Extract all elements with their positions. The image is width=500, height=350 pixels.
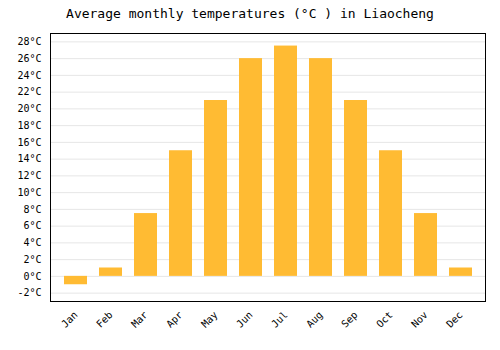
svg-text:Jan: Jan: [59, 309, 80, 330]
svg-text:Apr: Apr: [164, 309, 185, 330]
svg-text:Oct: Oct: [374, 309, 395, 330]
svg-text:6°C: 6°C: [23, 220, 41, 231]
html-text:Average monthly temperatures (: Average monthly temperatures (°C ) in Li…: [66, 6, 434, 21]
svg-text:Aug: Aug: [304, 309, 325, 330]
svg-text:24°C: 24°C: [17, 70, 41, 81]
svg-text:28°C: 28°C: [17, 36, 41, 47]
svg-text:10°C: 10°C: [17, 187, 41, 198]
svg-text:14°C: 14°C: [17, 153, 41, 164]
svg-text:20°C: 20°C: [17, 103, 41, 114]
svg-text:Nov: Nov: [409, 309, 430, 330]
svg-text:Mar: Mar: [129, 309, 150, 330]
svg-text:22°C: 22°C: [17, 86, 41, 97]
svg-text:8°C: 8°C: [23, 204, 41, 215]
svg-text:Jun: Jun: [234, 309, 255, 330]
svg-text:26°C: 26°C: [17, 53, 41, 64]
svg-text:Feb: Feb: [94, 309, 115, 330]
svg-text:Dec: Dec: [444, 309, 465, 330]
svg-text:2°C: 2°C: [23, 254, 41, 265]
svg-text:16°C: 16°C: [17, 137, 41, 148]
svg-text:Sep: Sep: [339, 309, 360, 330]
svg-text:0°C: 0°C: [23, 271, 41, 282]
svg-text:4°C: 4°C: [23, 237, 41, 248]
svg-text:18°C: 18°C: [17, 120, 41, 131]
svg-text:-2°C: -2°C: [17, 287, 41, 298]
svg-text:Jul: Jul: [269, 309, 290, 330]
svg-text:12°C: 12°C: [17, 170, 41, 181]
svg-text:May: May: [199, 309, 220, 330]
